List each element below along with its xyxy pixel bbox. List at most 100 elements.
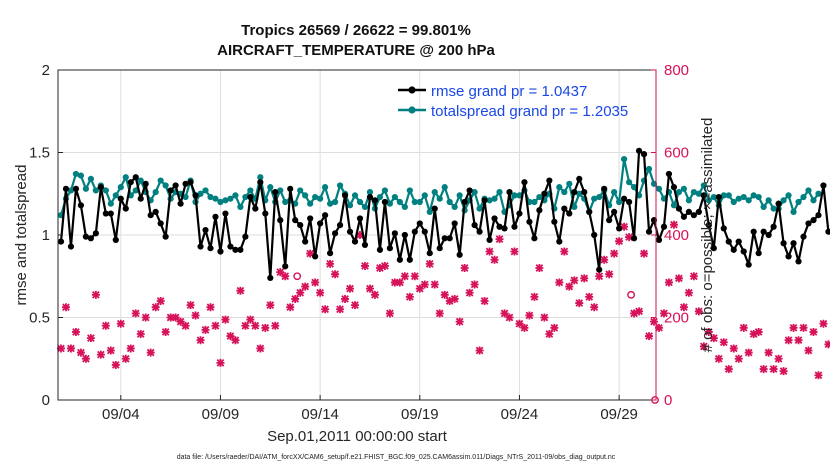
totalspread-point	[391, 193, 398, 201]
obs-assimilated-marker-shape	[465, 288, 474, 297]
obs-assimilated-marker-shape	[61, 303, 70, 312]
obs-assimilated-marker-shape	[266, 301, 275, 310]
obs-assimilated-marker	[465, 288, 474, 297]
rmse-point	[685, 208, 692, 215]
obs-assimilated-marker-shape	[156, 297, 165, 305]
rmse-point	[521, 179, 528, 186]
obs-assimilated-marker	[211, 321, 220, 330]
obs-assimilated-marker-shape	[819, 319, 828, 328]
rmse-point	[481, 197, 488, 204]
rmse-point	[625, 198, 633, 206]
rmse-point	[750, 228, 757, 235]
obs-assimilated-marker-shape	[455, 317, 464, 326]
obs-assimilated-marker	[81, 354, 90, 363]
obs-assimilated-marker	[96, 350, 105, 359]
x-tick-label: 09/29	[600, 406, 638, 423]
obs-assimilated-marker-shape	[699, 342, 708, 351]
obs-assimilated-marker	[674, 274, 683, 283]
obs-assimilated-marker	[769, 365, 778, 374]
obs-assimilated-marker	[530, 292, 539, 301]
rmse-point	[396, 256, 403, 263]
obs-assimilated-marker	[739, 323, 748, 332]
rmse-point	[172, 182, 179, 189]
totalspread-point	[710, 193, 717, 201]
rmse-point	[501, 225, 508, 232]
obs-assimilated-marker	[600, 255, 609, 264]
rmse-point	[421, 228, 428, 235]
y-tick-label-left: 2	[42, 62, 50, 79]
rmse-point	[635, 147, 643, 154]
obs-assimilated-marker-shape	[814, 371, 823, 380]
obs-assimilated-marker	[395, 278, 404, 287]
rmse-point	[476, 228, 483, 235]
obs-assimilated-marker-shape	[321, 305, 330, 314]
rmse-point	[491, 215, 498, 222]
rmse-point	[107, 210, 114, 217]
obs-assimilated-marker-shape	[809, 327, 818, 336]
obs-assimilated-marker	[669, 220, 678, 229]
obs-assimilated-marker	[405, 292, 414, 301]
obs-assimilated-marker-shape	[694, 307, 703, 316]
obs-assimilated-marker-shape	[645, 332, 654, 341]
obs-assimilated-marker-shape	[620, 222, 629, 231]
obs-assimilated-marker	[186, 301, 195, 310]
totalspread-point	[576, 190, 583, 197]
obs-assimilated-marker-shape	[296, 288, 305, 297]
totalspread-point	[102, 187, 109, 194]
y-axis-label-right: # of obs: o=possible; ×=assimilated	[699, 118, 716, 353]
obs-assimilated-marker	[535, 264, 544, 272]
obs-assimilated-marker	[555, 278, 564, 287]
legend-totalspread-label: totalspread grand pr = 1.2035	[431, 103, 628, 120]
obs-assimilated-marker-shape	[555, 278, 564, 287]
obs-assimilated-marker-shape	[141, 313, 150, 322]
obs-assimilated-marker-shape	[261, 323, 270, 332]
obs-assimilated-marker-shape	[734, 354, 743, 363]
rmse-point	[227, 243, 234, 250]
totalspread-point	[67, 187, 75, 194]
obs-assimilated-marker-shape	[291, 294, 300, 303]
rmse-point	[725, 238, 732, 245]
rmse-point	[132, 174, 139, 181]
obs-assimilated-marker-shape	[171, 313, 180, 322]
y-tick-label-right: 600	[664, 145, 689, 162]
obs-assimilated-marker	[351, 301, 360, 310]
obs-assimilated-marker	[575, 299, 584, 308]
rmse-point	[586, 208, 593, 215]
obs-assimilated-marker	[809, 327, 818, 336]
obs-assimilated-marker	[470, 280, 479, 289]
obs-assimilated-marker	[236, 286, 245, 295]
totalspread-point	[790, 208, 797, 215]
obs-assimilated-marker-shape	[495, 235, 504, 244]
obs-assimilated-marker	[71, 327, 80, 336]
totalspread-point	[441, 184, 448, 191]
obs-assimilated-marker	[704, 327, 713, 336]
obs-assimilated-marker	[799, 323, 808, 332]
obs-assimilated-marker-shape	[395, 278, 404, 287]
obs-assimilated-marker-shape	[565, 282, 574, 291]
obs-assimilated-marker-shape	[415, 284, 424, 293]
obs-assimilated-marker	[86, 334, 95, 343]
totalspread-point	[307, 200, 314, 207]
rmse-point	[366, 193, 374, 201]
obs-assimilated-marker	[231, 336, 240, 345]
totalspread-point	[72, 170, 80, 178]
obs-assimilated-marker-shape	[659, 309, 668, 318]
y-tick-label-right: 800	[664, 62, 689, 79]
obs-assimilated-marker	[341, 294, 350, 303]
obs-assimilated-marker	[151, 303, 160, 312]
rmse-point	[411, 228, 418, 235]
rmse-point	[326, 250, 334, 257]
rmse-point	[232, 246, 239, 253]
totalspread-point	[122, 174, 129, 181]
obs-assimilated-marker	[545, 330, 554, 338]
obs-assimilated-marker-shape	[505, 313, 514, 322]
obs-assimilated-marker-shape	[66, 344, 75, 353]
rmse-point	[456, 251, 463, 258]
obs-assimilated-marker	[226, 332, 235, 341]
obs-assimilated-marker	[420, 280, 429, 289]
obs-assimilated-marker-shape	[669, 220, 678, 229]
rmse-point	[117, 195, 124, 202]
obs-assimilated-marker	[241, 321, 250, 330]
obs-assimilated-marker-shape	[370, 290, 379, 299]
obs-assimilated-marker	[355, 231, 364, 239]
